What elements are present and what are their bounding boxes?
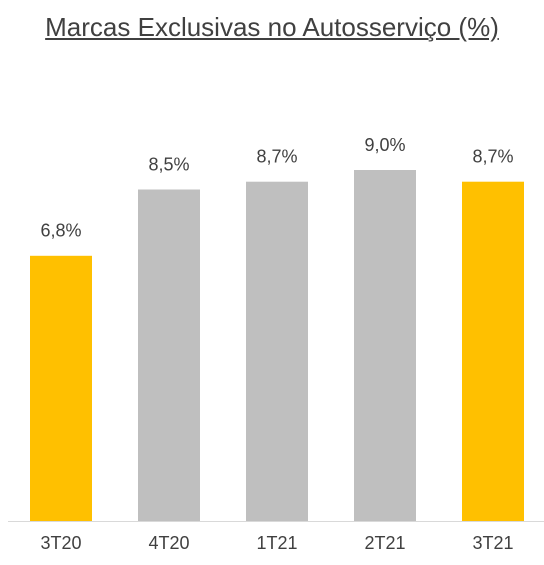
x-tick-label: 3T20: [40, 533, 81, 553]
bar: [462, 181, 524, 521]
data-label: 8,7%: [472, 146, 513, 166]
x-tick-label: 2T21: [364, 533, 405, 553]
data-label: 9,0%: [364, 135, 405, 155]
data-label: 6,8%: [40, 221, 81, 241]
data-label: 8,7%: [256, 146, 297, 166]
bar: [138, 189, 200, 521]
x-tick-label: 3T21: [472, 533, 513, 553]
bar: [30, 255, 92, 522]
x-tick-label: 1T21: [256, 533, 297, 553]
chart-title: Marcas Exclusivas no Autosserviço (%): [45, 12, 499, 42]
data-label: 8,5%: [148, 154, 189, 174]
bar: [246, 181, 308, 521]
x-tick-label: 4T20: [148, 533, 189, 553]
bar: [354, 170, 416, 521]
